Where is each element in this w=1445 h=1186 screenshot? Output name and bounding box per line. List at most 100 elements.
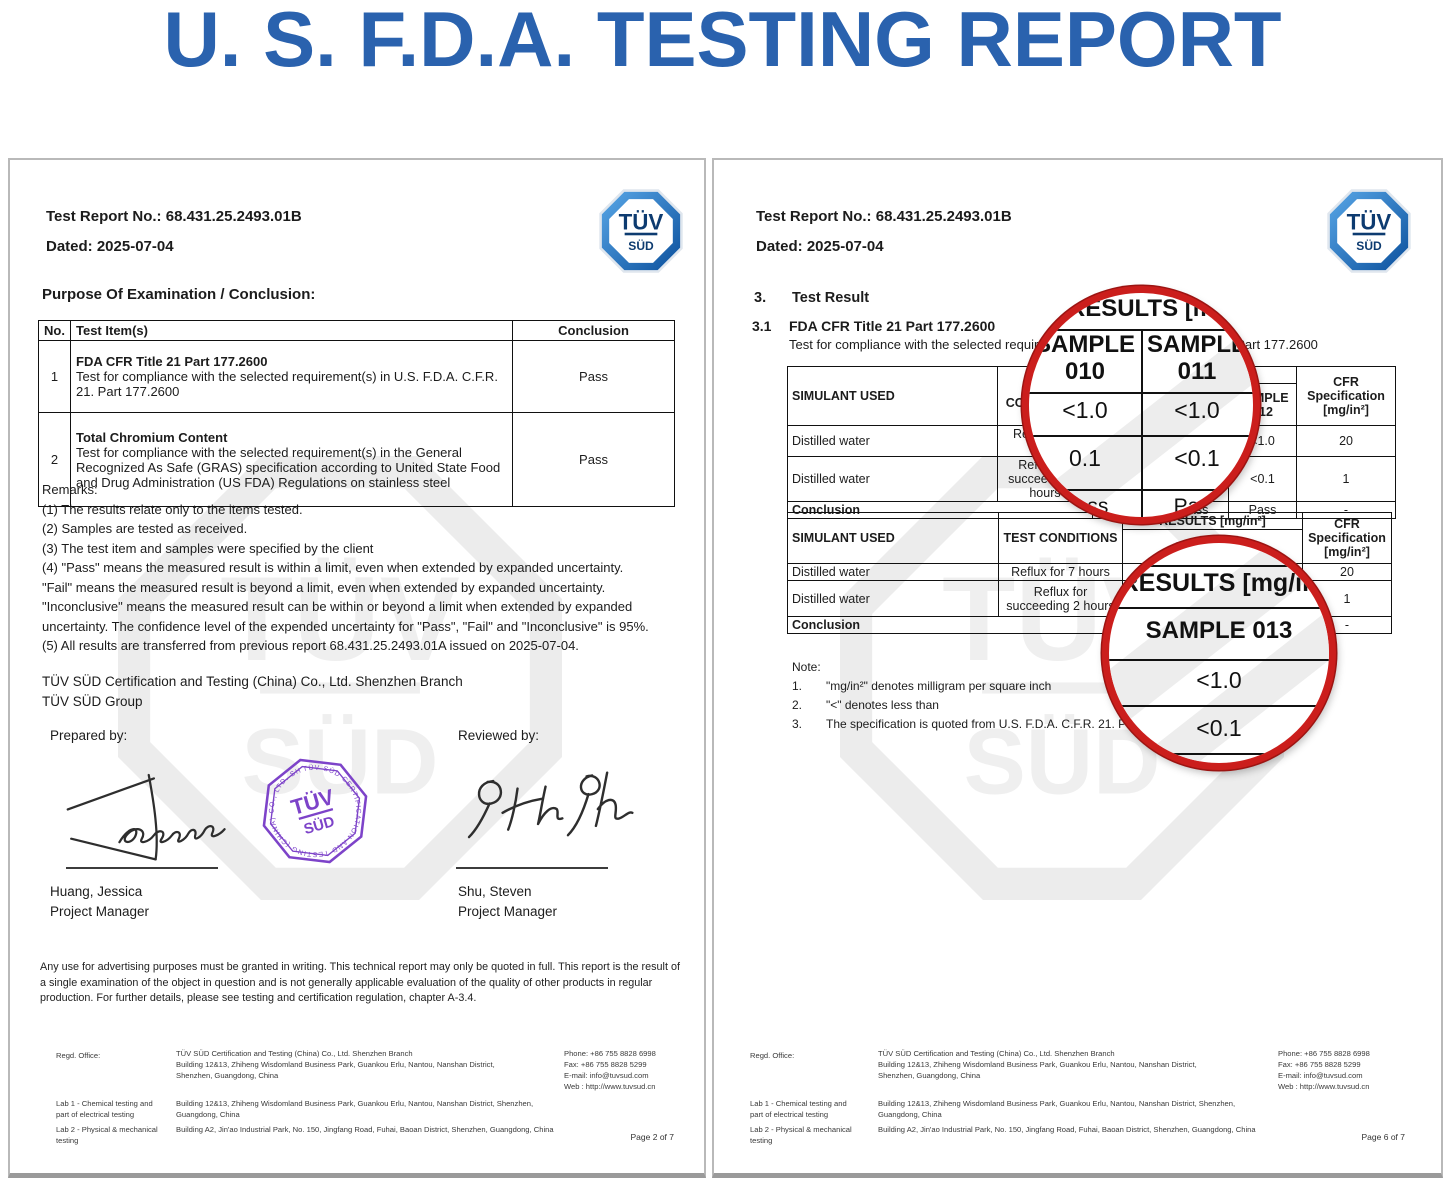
company-name: TÜV SÜD Certification and Testing (China… — [42, 674, 463, 689]
magnified-results-header: RESULTS [mg/in — [1120, 569, 1318, 597]
note-heading: Note: — [792, 660, 821, 674]
reviewer-name: Shu, Steven — [458, 884, 532, 899]
report-date: Dated: 2025-07-04 — [46, 238, 174, 255]
magnified-value: <0.1 — [1174, 445, 1220, 471]
col-test-items: Test Item(s) — [70, 320, 513, 341]
email: E-mail: info@tuvsud.com — [1278, 1071, 1363, 1080]
lab1-label: Lab 1 - Chemical testing and part of ele… — [56, 1099, 153, 1119]
regd-office-address: TÜV SÜD Certification and Testing (China… — [176, 1049, 495, 1080]
disclaimer-text: Any use for advertising purposes must be… — [40, 961, 680, 1004]
contact-block: Phone: +86 755 8828 6998 Fax: +86 755 88… — [564, 1048, 704, 1092]
purpose-heading: Purpose Of Examination / Conclusion: — [42, 286, 316, 303]
report-date: Dated: 2025-07-04 — [756, 238, 884, 255]
col-conclusion: Conclusion — [512, 320, 675, 341]
phone: Phone: +86 755 8828 6998 — [564, 1049, 656, 1058]
reviewer-signature-line — [456, 867, 608, 869]
magnified-value: 0.1 — [1069, 445, 1101, 471]
magnified-value: <0.1 — [1196, 715, 1242, 741]
page-footer: Regd. Office: TÜV SÜD Certification and … — [56, 1048, 686, 1148]
preparer-signature-line — [66, 867, 218, 869]
remark-3: (3) The test item and samples were speci… — [42, 540, 374, 556]
lab2-address: Building A2, Jin'ao Industrial Park, No.… — [176, 1125, 554, 1134]
svg-text:TÜV: TÜV — [1347, 209, 1392, 234]
remarks-block: Remarks: (1) The results relate only to … — [42, 480, 654, 656]
lab2-label: Lab 2 - Physical & mechanical testing — [56, 1125, 158, 1145]
lab1-label: Lab 1 - Chemical testing and part of ele… — [750, 1099, 847, 1119]
reviewer-signature — [467, 771, 634, 839]
preparer-signature — [66, 773, 226, 861]
cfr-cell: 1 — [1296, 456, 1397, 502]
conditions-cell: Reflux for succeeding 2 hours — [998, 580, 1123, 617]
reviewer-name-block: Shu, Steven Project Manager — [458, 882, 557, 922]
col-no: No. — [38, 320, 71, 341]
row-conclusion: Pass — [512, 340, 675, 413]
lab2-address: Building A2, Jin'ao Industrial Park, No.… — [878, 1125, 1256, 1134]
magnified-results-header: RESULTS [m — [1067, 295, 1215, 322]
magnified-value: <1.0 — [1174, 397, 1220, 423]
report-number: Test Report No.: 68.431.25.2493.01B — [46, 208, 302, 225]
fax: Fax: +86 755 8828 5299 — [564, 1060, 647, 1069]
tuv-sud-stamp-icon: TÜV SÜD CERTIFICATION AND TESTING (CHINA… — [256, 752, 372, 870]
page-number: Page 2 of 7 — [630, 1132, 674, 1142]
conclusion-label: Conclusion — [787, 616, 1123, 634]
remark-2: (2) Samples are tested as received. — [42, 521, 248, 536]
row-no: 2 — [38, 412, 71, 507]
lab1-address: Building 12&13, Zhiheng Wisdomland Busin… — [176, 1099, 534, 1119]
magnified-value: <1.0 — [1062, 397, 1108, 423]
test-item-desc: Test for compliance with the selected re… — [76, 369, 498, 399]
prepared-by-label: Prepared by: — [50, 728, 128, 743]
company-group: TÜV SÜD Group — [42, 694, 143, 709]
col-cfr-spec: CFR Specification [mg/in²] — [1296, 366, 1397, 426]
web: Web : http://www.tuvsud.cn — [564, 1082, 656, 1091]
remark-4: (4) "Pass" means the measured result is … — [42, 560, 649, 634]
remark-1: (1) The results relate only to the items… — [42, 501, 303, 517]
magnified-sample-010: SAMPLE 010 — [1034, 331, 1135, 385]
magnified-sample-013: SAMPLE 013 — [1145, 617, 1293, 644]
subsection-title: FDA CFR Title 21 Part 177.2600 — [789, 318, 996, 334]
col-simulant: SIMULANT USED — [787, 366, 998, 426]
row-item: FDA CFR Title 21 Part 177.2600 Test for … — [70, 340, 513, 413]
lab1-address: Building 12&13, Zhiheng Wisdomland Busin… — [878, 1099, 1236, 1119]
reviewer-title: Project Manager — [458, 904, 558, 919]
preparer-title: Project Manager — [50, 904, 150, 919]
page-number: Page 6 of 7 — [1361, 1132, 1405, 1142]
magnifier-circle-results-013: RESULTS [mg/in SAMPLE 013 <1.0 <0.1 — [1102, 536, 1336, 770]
simulant-cell: Distilled water — [787, 425, 998, 457]
regd-office-label: Regd. Office: — [56, 1051, 101, 1060]
simulant-cell: Distilled water — [787, 563, 999, 581]
magnified-value: <1.0 — [1196, 667, 1242, 693]
conclusion-table: No. Test Item(s) Conclusion 1 FDA CFR Ti… — [38, 320, 675, 507]
row-no: 1 — [38, 340, 71, 413]
report-page-6: TÜV SÜD Test Report No.: 68.431.25.2493.… — [712, 158, 1443, 1178]
section-title: Test Result — [792, 290, 870, 306]
page-footer: Regd. Office: TÜV SÜD Certification and … — [750, 1048, 1410, 1148]
regd-office-address: TÜV SÜD Certification and Testing (China… — [878, 1049, 1197, 1080]
remarks-heading: Remarks: — [42, 482, 98, 497]
svg-text:SÜD: SÜD — [628, 238, 654, 253]
subsection-number: 3.1 — [752, 318, 772, 334]
fax: Fax: +86 755 8828 5299 — [1278, 1060, 1361, 1069]
cfr-cell: 20 — [1296, 425, 1397, 457]
preparer-name: Huang, Jessica — [50, 884, 143, 899]
simulant-cell: Distilled water — [787, 456, 998, 502]
reviewed-by-label: Reviewed by: — [458, 728, 540, 743]
report-page-2: TÜV SÜD Test Report No.: 68.431.25.2493.… — [8, 158, 706, 1178]
test-item-title: Total Chromium Content — [76, 429, 228, 445]
regd-office-label: Regd. Office: — [750, 1051, 795, 1060]
phone: Phone: +86 755 8828 6998 — [1278, 1049, 1370, 1058]
tuv-sud-logo-icon: TÜV SÜD — [1327, 189, 1411, 273]
section-number: 3. — [754, 290, 767, 306]
remark-5: (5) All results are transferred from pre… — [42, 638, 579, 653]
lab2-label: Lab 2 - Physical & mechanical testing — [750, 1125, 852, 1145]
preparer-name-block: Huang, Jessica Project Manager — [50, 882, 149, 922]
table-header-row: No. Test Item(s) Conclusion — [38, 320, 675, 341]
main-title: U. S. F.D.A. TESTING REPORT — [163, 0, 1282, 83]
web: Web : http://www.tuvsud.cn — [1278, 1082, 1370, 1091]
report-number: Test Report No.: 68.431.25.2493.01B — [756, 208, 1012, 225]
table-row: 1 FDA CFR Title 21 Part 177.2600 Test fo… — [38, 340, 675, 413]
magnified-sample-011: SAMPLE 011 — [1146, 331, 1247, 385]
svg-text:TÜV: TÜV — [619, 209, 664, 234]
email: E-mail: info@tuvsud.com — [564, 1071, 649, 1080]
magnifier-circle-results-010-011: RESULTS [m SAMPLE 010 SAMPLE 011 <1.0 <1… — [1022, 286, 1260, 524]
